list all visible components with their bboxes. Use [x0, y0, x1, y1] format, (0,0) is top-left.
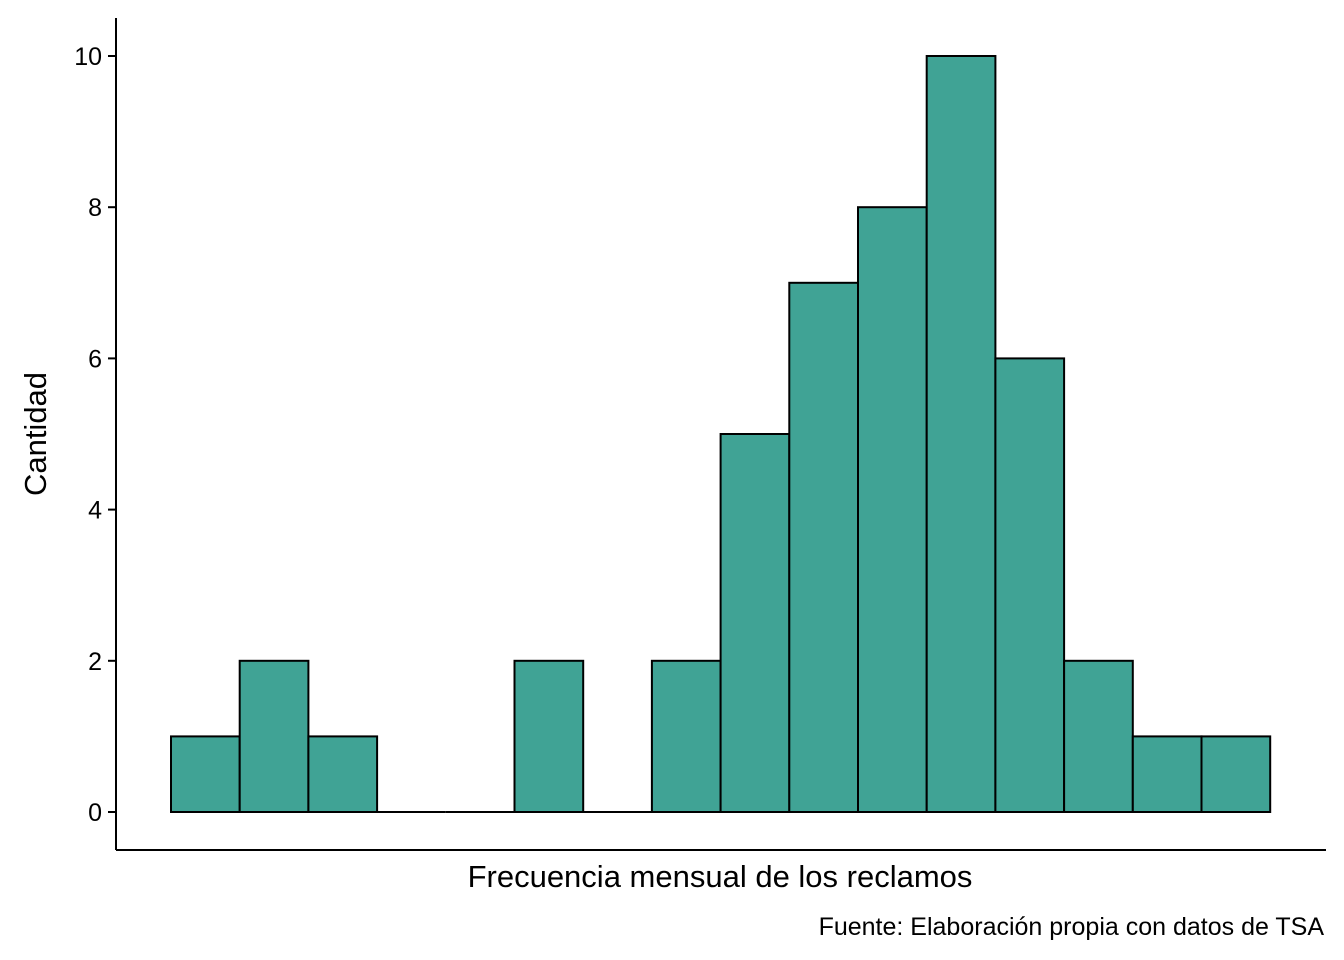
y-tick-label: 0: [88, 799, 102, 827]
y-tick-label: 2: [88, 648, 102, 676]
y-tick-label: 10: [74, 43, 102, 71]
histogram-bar: [238, 659, 310, 813]
histogram-bar: [1131, 735, 1203, 814]
y-ticks-layer: 0 2 4 6 8 10: [74, 43, 116, 827]
histogram-bar: [1063, 659, 1134, 813]
histogram-bar: [513, 659, 585, 813]
histogram-bar: [994, 357, 1066, 813]
y-tick-label: 4: [88, 497, 102, 525]
source-caption: Fuente: Elaboración propia con datos de …: [819, 913, 1325, 941]
histogram-bar: [170, 735, 241, 814]
axes-layer: [115, 18, 1326, 851]
y-axis-title: Cantidad: [18, 372, 53, 496]
histogram-bar: [650, 659, 722, 813]
histogram-bar: [307, 735, 379, 814]
histogram-bar: [925, 55, 997, 813]
y-tick-label: 8: [88, 194, 102, 222]
bars-layer: [170, 55, 1272, 814]
histogram-bar: [857, 206, 928, 813]
histogram-bar: [788, 281, 859, 813]
y-tick-label: 6: [88, 345, 102, 373]
histogram-bar: [1200, 735, 1272, 814]
histogram-bar: [719, 433, 791, 813]
x-axis-title: Frecuencia mensual de los reclamos: [468, 859, 973, 894]
